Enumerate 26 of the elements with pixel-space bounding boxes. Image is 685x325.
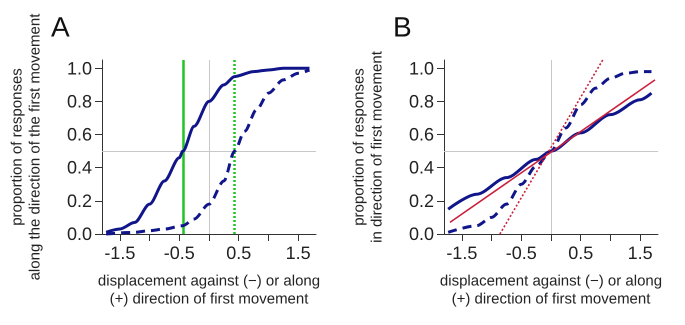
chart-title: A (51, 12, 70, 42)
y-tick-label: 0.6 (408, 124, 434, 145)
x-tick-label: 0.5 (226, 243, 252, 263)
x-tick-label: -1.5 (446, 243, 478, 263)
y-tick-label: 1.0 (66, 58, 92, 78)
x-tick-label: 1.5 (628, 243, 653, 263)
y-tick-label: 0.2 (66, 190, 92, 211)
y-tick-label: 0.0 (408, 224, 434, 244)
y-tick-label: 0.4 (408, 158, 434, 178)
y-tick-label: 0.6 (66, 124, 92, 145)
x-axis-title: displacement against (−) or along (+) direction of first movement (98, 272, 320, 308)
x-tick-label: 0.5 (568, 243, 594, 263)
y-tick-label: 0.0 (66, 224, 92, 244)
y-axis-title: proportion of responses along the direction of the first movement (8, 12, 44, 280)
x-tick-label: 1.5 (286, 243, 311, 263)
y-axis-title: proportion of responses in direction of first movement (350, 50, 386, 243)
y-tick-label: 0.4 (66, 158, 92, 178)
chart-title: B (393, 12, 412, 42)
x-tick-label: -0.5 (506, 243, 537, 263)
y-tick-label: 0.8 (408, 91, 434, 112)
y-tick-label: 0.8 (66, 91, 92, 112)
y-tick-label: 0.2 (408, 190, 434, 211)
y-tick-label: 1.0 (408, 58, 434, 78)
x-tick-label: -0.5 (164, 243, 195, 263)
x-tick-label: -1.5 (104, 243, 136, 263)
x-axis-title: displacement against (−) or along (+) direction of first movement (440, 272, 662, 308)
